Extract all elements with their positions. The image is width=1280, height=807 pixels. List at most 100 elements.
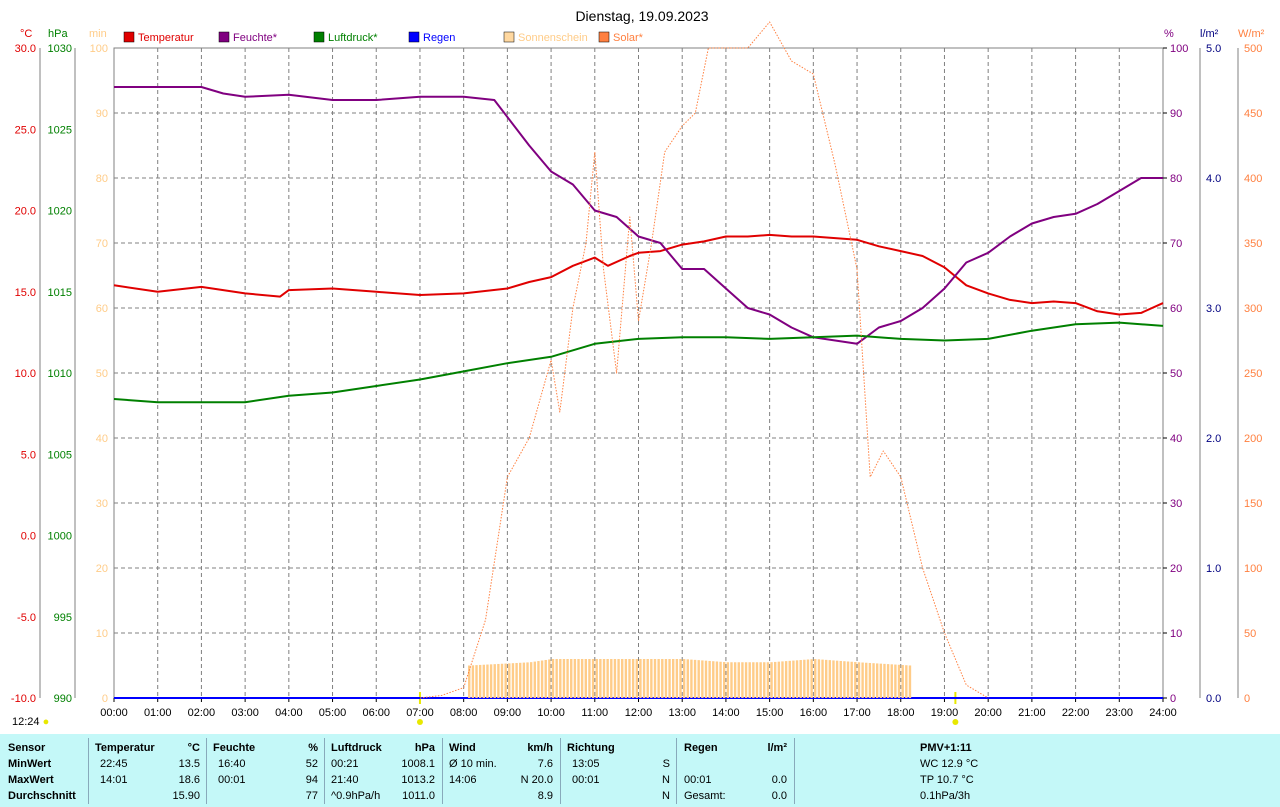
sunshine-axis-unit: min	[89, 28, 107, 40]
sunshine-bar	[559, 659, 562, 698]
stats-cell-rain-time: Gesamt:	[684, 790, 726, 802]
stats-cell-wind-val: N 20.0	[520, 774, 553, 786]
sunshine-bar	[854, 662, 857, 698]
temp-tick-label: 5.0	[21, 449, 36, 461]
solar-tick-label: 500	[1244, 43, 1262, 55]
weather-chart: Dienstag, 19.09.2023 00:00 01:00 02:00 03:0…	[11, 8, 1265, 725]
sunshine-bar	[759, 662, 762, 698]
sunshine-bar	[628, 659, 631, 698]
stats-cell-label: MaxWert	[8, 774, 54, 786]
solar-tick-label: 450	[1244, 108, 1262, 120]
stats-header-press: Luftdruck	[331, 742, 382, 754]
sunshine-bar	[821, 659, 824, 698]
stats-cell-temp-time: 14:01	[100, 774, 128, 786]
sunshine-bar	[872, 663, 875, 698]
series-line-temperatur	[113, 233, 1164, 316]
solar-tick-label: 200	[1244, 433, 1262, 445]
solar-tick-label: 50	[1244, 628, 1256, 640]
x-tick-label: 07:00	[406, 707, 434, 719]
x-tick-label: 22:00	[1062, 707, 1090, 719]
humidity-tick-label: 70	[1170, 238, 1182, 250]
legend-label: Solar*	[613, 32, 644, 44]
stats-cell-wind-val: 7.6	[537, 758, 553, 770]
sunshine-tick-label: 20	[96, 563, 108, 575]
stats-cell-wind-val: 8.9	[537, 790, 553, 802]
temp-tick-label: 25.0	[15, 124, 36, 136]
pressure-tick-label: 1020	[48, 206, 72, 218]
stats-cell-rain-val: 0.0	[771, 774, 787, 786]
solar-tick-label: 300	[1244, 303, 1262, 315]
sunshine-bar	[533, 661, 536, 698]
sunshine-bar	[795, 660, 799, 698]
legend-swatch	[218, 31, 230, 43]
rain-tick-label: 3.0	[1206, 303, 1221, 315]
sunshine-bar	[697, 660, 700, 698]
current-time: 12:24 ●	[12, 716, 49, 728]
sunshine-bar	[693, 659, 697, 698]
stats-cell-dir-time: 00:01	[572, 774, 600, 786]
statistics-panel: Sensor Temperatur °C Feuchte % Luftdruck…	[0, 734, 1280, 807]
sunshine-bar	[810, 659, 813, 698]
sunshine-bar	[770, 662, 773, 698]
x-tick-label: 01:00	[144, 707, 172, 719]
sunshine-bar	[857, 662, 861, 698]
sunshine-bar	[613, 659, 617, 698]
sunshine-bar	[672, 659, 675, 698]
sunshine-bar	[744, 662, 748, 698]
stats-header-hum-unit: %	[308, 742, 318, 754]
axes: 00:00 01:00 02:00 03:00 04:00 05:00 06:00 07:00…	[11, 28, 1265, 725]
stats-cell-label: Durchschnitt	[8, 790, 76, 802]
sunshine-bar	[504, 663, 507, 698]
legend-label: Feuchte*	[233, 32, 278, 44]
stats-header-rain-unit: l/m²	[767, 742, 787, 754]
x-tick-label: 23:00	[1106, 707, 1134, 719]
solar-tick-label: 150	[1244, 498, 1262, 510]
legend-swatch	[313, 31, 325, 43]
stats-cell-wind-label: 14:06	[449, 774, 477, 786]
stats-header-wind: Wind	[449, 742, 476, 754]
sunshine-bar	[566, 659, 569, 698]
pressure-tick-label: 1005	[48, 449, 72, 461]
rain-tick-label: 5.0	[1206, 43, 1221, 55]
sunshine-bar	[777, 661, 781, 698]
series-line-solar	[419, 21, 989, 699]
sunshine-bar	[832, 660, 835, 698]
stats-header-wind-unit: km/h	[527, 742, 553, 754]
x-tick-label: 00:00	[100, 707, 128, 719]
sunshine-bar	[773, 661, 777, 698]
sunshine-tick-label: 60	[96, 303, 108, 315]
sunshine-bar	[741, 662, 744, 698]
temp-tick-label: 30.0	[15, 43, 36, 55]
x-tick-label: 04:00	[275, 707, 303, 719]
sunshine-bar	[675, 659, 679, 698]
sunshine-bar	[679, 659, 682, 698]
stats-cell-temp-time: 22:45	[100, 758, 128, 770]
solar-tick-label: 350	[1244, 238, 1262, 250]
sunshine-bar	[883, 663, 886, 698]
sunshine-bar	[555, 659, 558, 698]
sunshine-tick-label: 10	[96, 628, 108, 640]
legend-label: Temperatur	[138, 32, 194, 44]
sunshine-bar	[897, 664, 901, 698]
x-tick-label: 16:00	[800, 707, 828, 719]
sunshine-bar	[835, 660, 839, 698]
pressure-tick-label: 995	[54, 612, 72, 624]
stats-cell-temp-val: 15.90	[172, 790, 200, 802]
sunshine-bar	[668, 659, 671, 698]
sun-marker-dot	[952, 719, 959, 725]
sunshine-bar	[733, 662, 737, 698]
temp-tick-label: 15.0	[15, 287, 36, 299]
stats-cell-dir-val: S	[662, 758, 670, 770]
stats-cell-press-val: 1013.2	[401, 774, 435, 786]
stats-cell-temp-val: 13.5	[178, 758, 200, 770]
sunshine-bar	[548, 659, 551, 698]
legend-label: Luftdruck*	[328, 32, 378, 44]
sunshine-bar	[726, 662, 730, 698]
x-tick-label: 05:00	[319, 707, 347, 719]
sunshine-bar	[890, 664, 893, 698]
stats-cell-hum-val: 52	[305, 758, 318, 770]
legend-swatch	[408, 31, 420, 43]
sunshine-bar	[508, 663, 511, 698]
rain-tick-label: 4.0	[1206, 173, 1221, 185]
temp-tick-label: 0.0	[21, 531, 36, 543]
